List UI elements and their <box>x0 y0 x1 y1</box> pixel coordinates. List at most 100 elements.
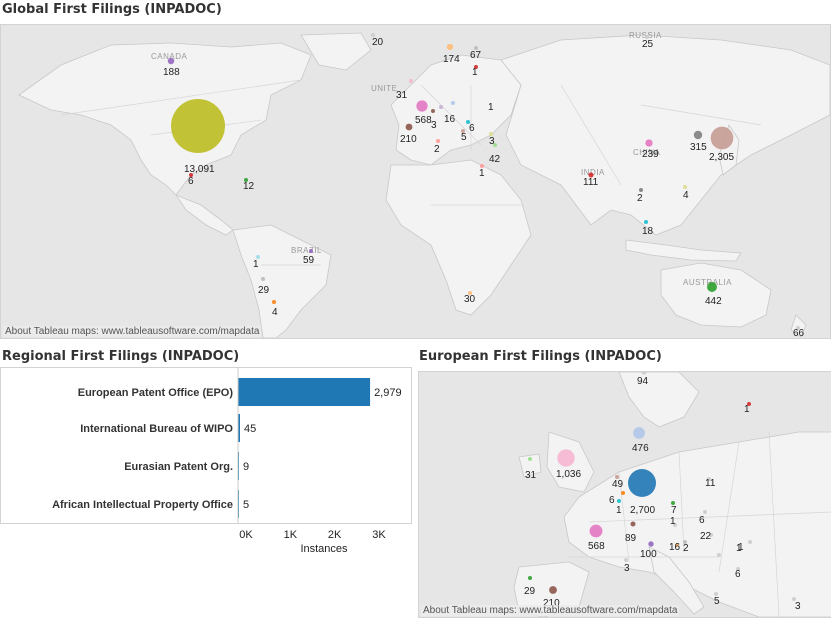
bar[interactable] <box>238 414 240 442</box>
global-point[interactable] <box>644 220 648 224</box>
eu-point[interactable] <box>633 427 645 439</box>
bar-value-label: 2,979 <box>374 387 402 399</box>
regional-axis-svg: 0K 1K 2K 3K Instances <box>239 529 386 555</box>
global-point[interactable] <box>588 172 594 178</box>
eu-point[interactable] <box>747 402 751 406</box>
eu-point[interactable] <box>589 524 603 538</box>
eu-point[interactable] <box>748 540 752 544</box>
eu-point[interactable] <box>528 457 532 461</box>
eu-point-label: 100 <box>640 549 657 560</box>
global-point[interactable] <box>710 126 734 150</box>
eu-point[interactable] <box>621 491 625 495</box>
eu-point[interactable] <box>648 541 654 547</box>
bar[interactable] <box>238 378 371 406</box>
europe-shape <box>390 54 522 166</box>
eu-point[interactable] <box>628 469 656 497</box>
global-point[interactable] <box>446 43 454 51</box>
global-point-label: 174 <box>443 54 460 65</box>
global-point[interactable] <box>707 282 717 292</box>
global-point-label: 20 <box>372 37 384 48</box>
eu-point-label: 7 <box>671 505 677 516</box>
global-point[interactable] <box>256 255 260 259</box>
eu-point[interactable] <box>671 501 675 505</box>
global-point[interactable] <box>645 35 649 39</box>
global-point[interactable] <box>796 326 800 330</box>
eu-point[interactable] <box>703 510 707 514</box>
global-point[interactable] <box>480 164 484 168</box>
eu-point[interactable] <box>549 586 557 594</box>
global-map[interactable]: CANADA RUSSIA UNITE BRAZIL CHINA INDIA A… <box>0 24 831 339</box>
global-point[interactable] <box>405 123 413 131</box>
global-point[interactable] <box>189 173 193 177</box>
bar-category-label: European Patent Office (EPO) <box>78 387 234 399</box>
eu-point[interactable] <box>707 477 711 481</box>
global-point[interactable] <box>468 291 472 295</box>
eu-point[interactable] <box>617 499 621 503</box>
eu-point-label: 476 <box>632 443 649 454</box>
global-point-label: 6 <box>469 123 475 134</box>
global-point[interactable] <box>474 46 478 50</box>
global-point[interactable] <box>436 139 440 143</box>
x-tick-label: 1K <box>284 529 298 541</box>
eu-point[interactable] <box>528 576 532 580</box>
eu-point[interactable] <box>714 592 718 596</box>
global-point-label: 1 <box>479 168 485 179</box>
global-point[interactable] <box>439 105 443 109</box>
global-point[interactable] <box>466 120 470 124</box>
eu-point[interactable] <box>683 540 687 544</box>
global-point-label: 16 <box>444 114 456 125</box>
regional-bar-panel: European Patent Office (EPO) 2,979 Interna… <box>0 367 412 524</box>
country-name-australia: AUSTRALIA <box>683 278 732 287</box>
global-point[interactable] <box>431 109 435 113</box>
country-name-canada: CANADA <box>151 52 188 61</box>
global-point-label: 1 <box>253 259 259 270</box>
global-point[interactable] <box>416 100 428 112</box>
global-point[interactable] <box>272 300 276 304</box>
global-point[interactable] <box>639 188 643 192</box>
map-credit[interactable]: About Tableau maps: www.tableausoftware.… <box>3 326 262 337</box>
bar-value-label: 5 <box>243 499 249 511</box>
eu-point[interactable] <box>630 521 636 527</box>
eu-point[interactable] <box>624 558 628 562</box>
global-point-label: 4 <box>683 190 689 201</box>
italy-shape <box>648 546 705 615</box>
global-point[interactable] <box>171 99 225 153</box>
global-point[interactable] <box>461 129 465 133</box>
eu-point[interactable] <box>641 372 647 375</box>
global-point[interactable] <box>493 143 497 147</box>
global-point[interactable] <box>683 185 687 189</box>
global-point[interactable] <box>261 277 265 281</box>
global-point[interactable] <box>693 130 703 140</box>
global-point[interactable] <box>409 79 413 83</box>
eu-point[interactable] <box>709 533 713 537</box>
eu-point[interactable] <box>736 567 740 571</box>
eu-point[interactable] <box>675 543 679 547</box>
global-point[interactable] <box>309 249 313 253</box>
global-point-label: 210 <box>400 134 417 145</box>
european-map[interactable]: 94 1 476 31 1,036 49 2,700 6 1 11 7 1 568 89 6 22 100 16 2… <box>418 371 831 618</box>
global-point[interactable] <box>645 139 653 147</box>
global-point[interactable] <box>451 101 455 105</box>
eu-point[interactable] <box>673 523 677 527</box>
global-point[interactable] <box>371 33 375 37</box>
eu-point-label: 1,036 <box>556 469 581 480</box>
eu-point-label: 1 <box>738 542 744 553</box>
greenland-shape <box>300 32 372 71</box>
global-map-svg: CANADA RUSSIA UNITE BRAZIL CHINA INDIA A… <box>18 31 830 338</box>
north-america-shape <box>18 42 312 196</box>
global-point-label: 1 <box>488 102 494 113</box>
eu-point[interactable] <box>557 449 575 467</box>
eu-point[interactable] <box>792 597 796 601</box>
global-point[interactable] <box>244 178 248 182</box>
eu-map-credit[interactable]: About Tableau maps: www.tableausoftware.… <box>421 605 680 616</box>
global-point[interactable] <box>474 65 478 69</box>
eu-point[interactable] <box>615 475 619 479</box>
central-america-shape <box>174 194 234 236</box>
eu-point[interactable] <box>717 553 721 557</box>
global-point[interactable] <box>489 132 493 136</box>
bar-category-label: International Bureau of WIPO <box>80 423 233 435</box>
global-point[interactable] <box>167 57 175 65</box>
asia-shape <box>500 34 830 236</box>
